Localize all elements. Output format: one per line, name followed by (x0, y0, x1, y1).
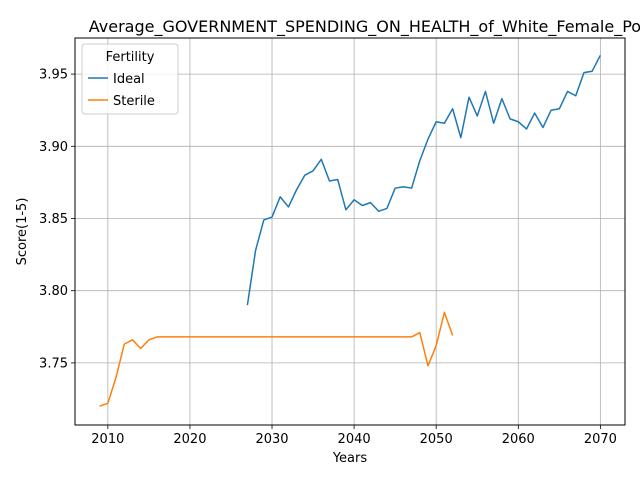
y-tick-label: 3.95 (39, 68, 68, 83)
plot-frame (74, 37, 626, 426)
y-tick-label: 3.75 (39, 356, 68, 371)
legend-entry-ideal: Ideal (113, 72, 145, 87)
x-tick-label: 2060 (502, 432, 535, 447)
series-line-sterile (99, 311, 454, 407)
series-layer (99, 54, 602, 407)
x-tick-label: 2040 (338, 432, 371, 447)
chart-title: Average_GOVERNMENT_SPENDING_ON_HEALTH_of… (89, 17, 640, 37)
x-tick-label: 2020 (173, 432, 206, 447)
y-tick-label: 3.80 (39, 284, 68, 299)
x-axis: 2010 2020 2030 2040 2050 2060 2070 (91, 425, 617, 447)
legend-title: Fertility (106, 50, 155, 65)
y-axis-label: Score(1-5) (15, 198, 30, 266)
x-tick-label: 2010 (91, 432, 124, 447)
x-tick-label: 2070 (584, 432, 617, 447)
x-axis-label: Years (332, 451, 368, 466)
y-tick-label: 3.85 (39, 212, 68, 227)
y-axis: 3.75 3.80 3.85 3.90 3.95 (39, 68, 75, 371)
legend-box (81, 43, 179, 115)
y-tick-label: 3.90 (39, 140, 68, 155)
grid-lines (75, 38, 625, 425)
series-line-ideal (246, 54, 602, 306)
legend-entry-sterile: Sterile (113, 94, 155, 109)
legend: Fertility Ideal Sterile (81, 43, 179, 115)
x-tick-label: 2050 (420, 432, 453, 447)
x-tick-label: 2030 (255, 432, 288, 447)
